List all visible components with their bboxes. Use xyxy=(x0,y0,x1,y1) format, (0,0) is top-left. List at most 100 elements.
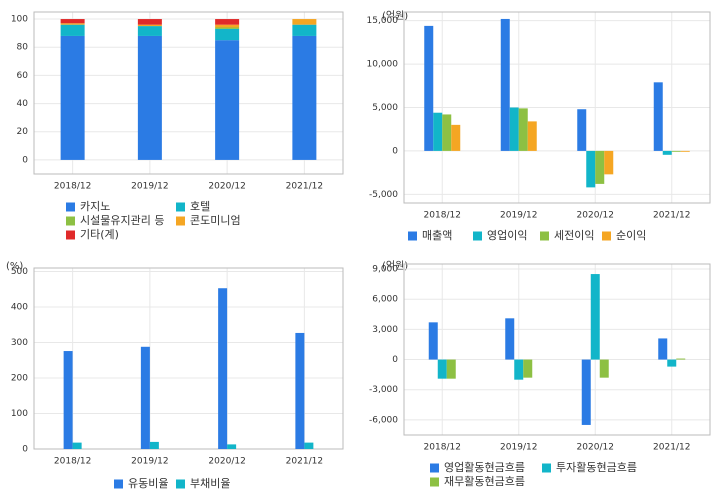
unit-label: (%) xyxy=(6,261,23,272)
x-tick-label: 2018/12 xyxy=(54,457,91,467)
bar-영업이익-2019/12 xyxy=(509,107,519,151)
bar-부채비율-2020/12 xyxy=(227,444,237,449)
bar-부채비율-2018/12 xyxy=(72,442,82,449)
y-tick-label: 0 xyxy=(392,146,398,156)
y-tick-label: 400 xyxy=(11,303,28,313)
x-tick-label: 2021/12 xyxy=(286,182,323,192)
y-tick-label: 5,000 xyxy=(372,103,398,113)
bar-세전이익-2020/12 xyxy=(595,150,605,184)
bar-세전이익-2019/12 xyxy=(518,108,528,151)
bar-영업활동현금흐름-2020/12 xyxy=(581,359,591,425)
bar-재무활동현금흐름-2020/12 xyxy=(599,359,609,378)
plot-frame xyxy=(33,11,344,175)
bar-순이익-2018/12 xyxy=(451,124,461,151)
legend-swatch xyxy=(540,231,549,241)
legend-label: 영업활동현금흐름 xyxy=(444,460,525,474)
bar-영업활동현금흐름-2018/12 xyxy=(428,322,438,360)
y-tick-label: 100 xyxy=(11,409,28,419)
x-tick-label: 2019/12 xyxy=(131,457,168,467)
y-tick-label: -5,000 xyxy=(369,190,398,200)
legend-swatch xyxy=(430,463,439,473)
chart-composition: 0 20 40 60 80 100 2018/12 2019/12 2020/12 2021/12… xyxy=(11,11,344,241)
unit-label: (억원) xyxy=(382,10,408,22)
bar-부채비율-2019/12 xyxy=(149,441,159,449)
legend-label: 세전이익 xyxy=(554,229,594,242)
legend-swatch xyxy=(430,477,439,487)
plot-frame xyxy=(403,11,711,204)
bar-영업이익-2018/12 xyxy=(433,112,443,151)
bar-콘도미니엄-2020/12 xyxy=(215,24,240,28)
bar-유동비율-2020/12 xyxy=(218,288,228,449)
bar-유동비율-2018/12 xyxy=(63,351,73,449)
bar-매출액-2019/12 xyxy=(500,18,510,151)
x-tick-label: 2019/12 xyxy=(500,443,537,453)
legend-label: 콘도미니엄 xyxy=(190,214,241,227)
x-tick-label: 2019/12 xyxy=(500,211,537,221)
bar-콘도미니엄-2019/12 xyxy=(137,24,162,27)
x-tick-label: 2018/12 xyxy=(424,211,461,221)
unit-label: (억원) xyxy=(382,260,408,272)
y-tick-label: 20 xyxy=(17,127,29,137)
legend-swatch xyxy=(114,479,123,489)
bar-호텔-2019/12 xyxy=(137,26,162,36)
x-tick-label: 2020/12 xyxy=(208,457,245,467)
y-tick-label: 0 xyxy=(22,155,28,165)
y-tick-label: 15,000 xyxy=(367,16,399,26)
bar-호텔-2018/12 xyxy=(60,24,85,36)
bar-영업이익-2021/12 xyxy=(662,150,672,155)
legend-swatch xyxy=(473,231,482,241)
bar-기타(계)-2019/12 xyxy=(137,19,162,25)
bar-호텔-2021/12 xyxy=(292,24,317,36)
y-tick-label: 9,000 xyxy=(372,265,398,275)
bar-기타(계)-2018/12 xyxy=(60,19,85,24)
legend-swatch xyxy=(176,479,185,489)
bar-유동비율-2021/12 xyxy=(295,332,305,449)
x-tick-label: 2020/12 xyxy=(577,443,614,453)
bar-콘도미니엄-2018/12 xyxy=(60,23,85,25)
bar-콘도미니엄-2021/12 xyxy=(292,19,317,25)
y-tick-label: 60 xyxy=(17,71,29,81)
bar-기타(계)-2020/12 xyxy=(215,19,240,25)
chart-ratios: (%) 0 100 200 300 400 500 2018/12 2019/12 2020/12… xyxy=(6,261,344,490)
legend-label: 기타(계) xyxy=(80,228,119,241)
bar-순이익-2020/12 xyxy=(604,150,614,175)
bar-재무활동현금흐름-2019/12 xyxy=(523,359,533,378)
legend-swatch xyxy=(66,216,75,226)
legend-label: 영업이익 xyxy=(487,229,527,242)
bar-투자활동현금흐름-2020/12 xyxy=(590,274,600,360)
x-tick-label: 2018/12 xyxy=(54,182,91,192)
legend-label: 순이익 xyxy=(616,229,646,242)
legend-swatch xyxy=(542,463,551,473)
bar-순이익-2021/12 xyxy=(680,150,690,152)
y-tick-label: 0 xyxy=(392,355,398,365)
y-tick-label: 3,000 xyxy=(372,325,398,335)
bar-유동비율-2019/12 xyxy=(140,346,150,449)
x-tick-label: 2019/12 xyxy=(131,182,168,192)
legend-label: 투자활동현금흐름 xyxy=(556,460,637,474)
bar-부채비율-2021/12 xyxy=(304,442,314,449)
legend-label: 시설물유지관리 등 xyxy=(80,214,164,227)
bar-카지노-2021/12 xyxy=(292,35,317,160)
x-tick-label: 2020/12 xyxy=(577,211,614,221)
legend-label: 호텔 xyxy=(190,200,210,213)
y-tick-label: -3,000 xyxy=(369,385,398,395)
y-tick-label: 300 xyxy=(11,338,28,348)
bar-세전이익-2018/12 xyxy=(442,114,452,151)
y-tick-label: 200 xyxy=(11,374,28,384)
bar-투자활동현금흐름-2018/12 xyxy=(437,359,447,379)
legend-swatch xyxy=(176,216,185,226)
bar-시설물유지관리 등-2020/12 xyxy=(215,27,240,29)
bar-순이익-2019/12 xyxy=(527,121,537,151)
bar-투자활동현금흐름-2021/12 xyxy=(667,359,677,367)
bar-호텔-2020/12 xyxy=(215,28,240,41)
plot-frame xyxy=(33,267,344,450)
x-tick-label: 2021/12 xyxy=(286,457,323,467)
bar-매출액-2020/12 xyxy=(577,109,587,151)
legend-swatch xyxy=(66,230,75,240)
bar-재무활동현금흐름-2018/12 xyxy=(446,359,456,379)
bar-매출액-2018/12 xyxy=(424,25,434,151)
bar-카지노-2018/12 xyxy=(60,35,85,160)
legend-label: 유동비율 xyxy=(128,477,168,490)
bar-영업활동현금흐름-2021/12 xyxy=(658,338,668,360)
